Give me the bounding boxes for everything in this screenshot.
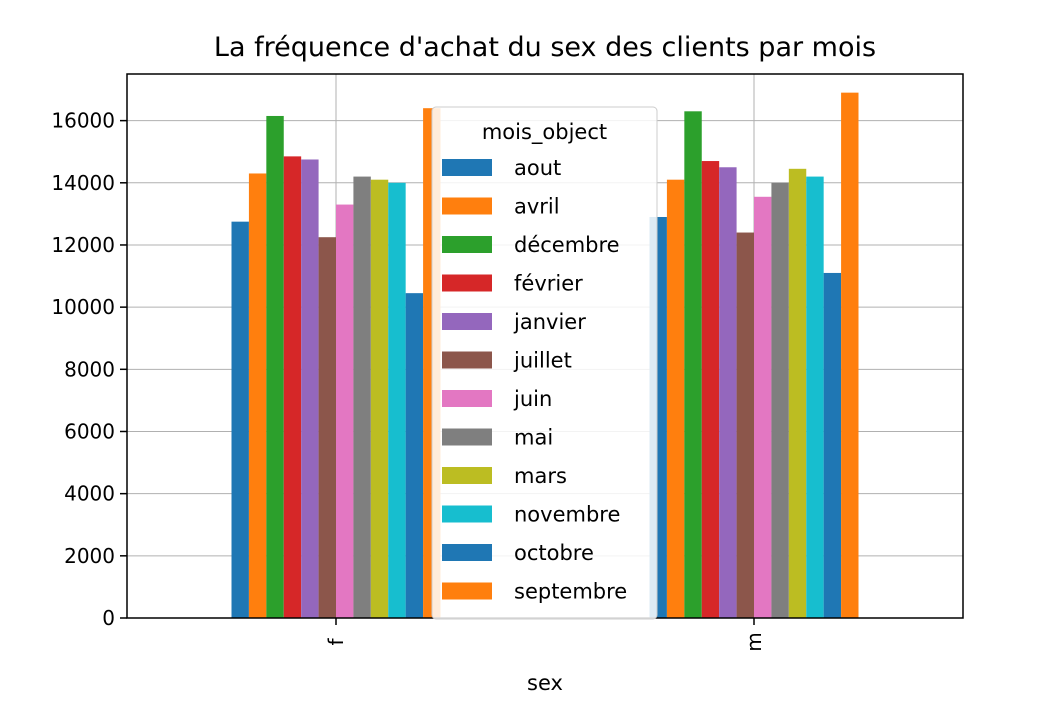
bar-juillet-m — [736, 232, 754, 618]
legend-title: mois_object — [482, 120, 607, 145]
bar-février-m — [701, 161, 720, 619]
legend-label: mai — [514, 426, 553, 450]
bar-aout-f — [231, 221, 249, 618]
legend-swatch — [442, 582, 492, 600]
legend-label: aout — [514, 156, 561, 180]
bar-février-f — [283, 156, 302, 618]
legend-swatch — [442, 351, 492, 369]
x-axis-label: sex — [527, 671, 563, 695]
legend-label: novembre — [514, 503, 620, 527]
chart-title: La fréquence d'achat du sex des clients … — [214, 32, 876, 63]
legend-swatch — [442, 428, 492, 446]
bar-mai-m — [771, 182, 789, 619]
y-tick-label: 4000 — [64, 482, 115, 506]
legend-label: octobre — [514, 541, 594, 565]
legend-swatch — [442, 544, 492, 561]
x-tick-label: m — [742, 632, 766, 651]
y-tick-label: 10000 — [51, 295, 115, 319]
legend-label: juillet — [513, 349, 572, 373]
legend-label: février — [514, 272, 583, 296]
bar-septembre-m — [841, 92, 859, 618]
legend-label: juin — [513, 387, 552, 411]
bar-décembre-f — [266, 115, 284, 619]
bar-janvier-m — [719, 167, 737, 618]
bar-novembre-m — [806, 176, 824, 618]
legend-swatch — [442, 274, 492, 292]
y-tick-label: 16000 — [51, 109, 115, 133]
bar-octobre-m — [823, 272, 842, 618]
legend-swatch — [442, 159, 492, 176]
legend-label: janvier — [513, 310, 586, 334]
bar-avril-m — [666, 179, 685, 619]
y-tick-label: 0 — [102, 606, 115, 630]
x-tick-label: f — [324, 638, 348, 646]
legend-label: septembre — [514, 580, 627, 604]
legend-swatch — [442, 313, 492, 330]
bar-mai-f — [353, 176, 371, 618]
y-tick-label: 8000 — [64, 357, 115, 381]
legend-swatch — [442, 390, 492, 407]
legend-swatch — [442, 197, 492, 215]
bar-mars-f — [370, 179, 389, 619]
legend-swatch — [442, 467, 492, 484]
y-tick-label: 2000 — [64, 544, 115, 568]
legend-box — [431, 106, 658, 620]
bar-juin-f — [336, 204, 354, 618]
bar-janvier-f — [301, 159, 319, 618]
legend-label: mars — [514, 464, 567, 488]
bar-mars-m — [788, 168, 807, 618]
bar-décembre-m — [684, 111, 702, 618]
legend-label: décembre — [514, 233, 620, 257]
legend-swatch — [442, 505, 492, 523]
legend-swatch — [442, 236, 492, 253]
y-tick-label: 12000 — [51, 233, 115, 257]
bar-juin-m — [754, 196, 772, 618]
bar-octobre-f — [405, 293, 424, 618]
y-tick-label: 6000 — [64, 419, 115, 443]
bar-juillet-f — [318, 237, 336, 618]
bar-novembre-f — [388, 182, 406, 619]
legend-label: avril — [514, 195, 560, 219]
y-tick-label: 14000 — [51, 171, 115, 195]
bar-avril-f — [248, 173, 267, 618]
